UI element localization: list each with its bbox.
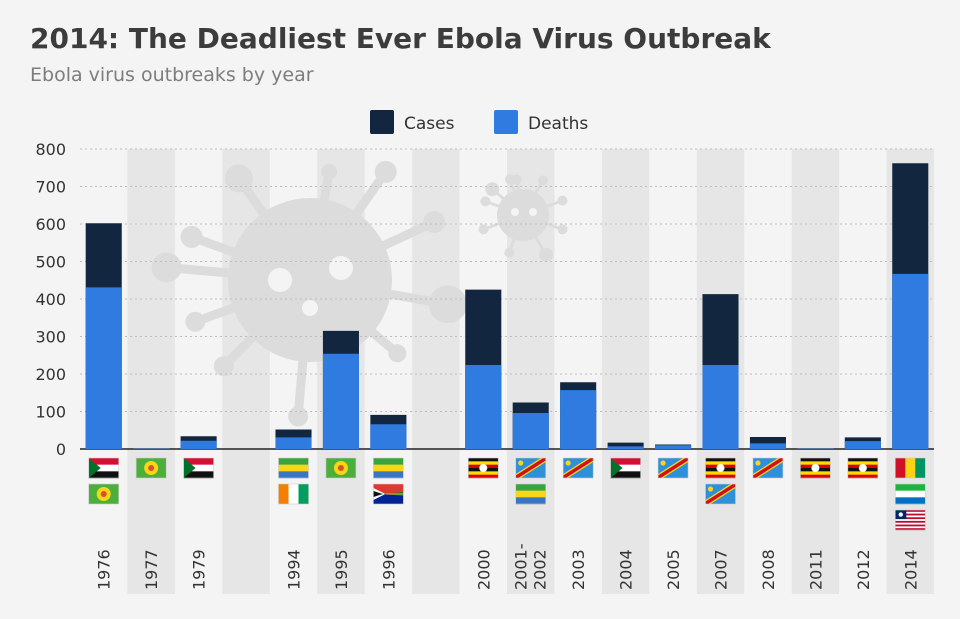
y-tick-label: 800 [35,140,66,159]
y-tick-label: 400 [35,290,66,309]
x-tick-label: 2012 [854,549,873,590]
flag-gabon-icon [515,483,547,505]
flag-liberia-icon [894,509,926,531]
bar-deaths-1995 [322,353,359,449]
y-tick-label: 500 [35,253,66,272]
flag-sudan-icon [610,457,641,479]
bar-deaths-1996 [370,424,407,449]
x-tick-label: 1979 [190,549,209,590]
bar-deaths-1976 [85,287,122,449]
legend-item-deaths[interactable]: Deaths [494,110,588,134]
x-tick-label: 2007 [712,549,731,590]
x-tick-label: 1977 [142,549,161,590]
flag-zaire-icon [88,483,120,505]
column-band [601,149,650,594]
flag-zaire-icon [135,457,167,479]
flag-south-africa-icon [373,483,404,505]
x-tick-label: 1994 [285,549,304,590]
bar-deaths-2014 [892,273,929,449]
flag-drc-icon [562,457,594,479]
legend-swatch [494,110,518,134]
y-tick-label: 300 [35,328,66,347]
flag-drc-icon [752,457,784,479]
legend-label: Deaths [528,114,588,134]
flag-sierra-leone-icon [894,483,926,505]
flag-zaire-icon [325,457,357,479]
virus-illustration [151,160,568,427]
bar-deaths-2000 [465,365,502,449]
x-tick-label: 2000 [474,549,493,590]
x-tick-label: 2011 [806,549,825,590]
x-tick-label: 1976 [95,549,114,590]
bar-deaths-2005 [655,445,692,449]
flag-gabon-icon [373,457,404,479]
flag-uganda-icon [705,457,736,479]
flag-uganda-icon [800,457,831,479]
chart-title: 2014: The Deadliest Ever Ebola Virus Out… [30,22,771,55]
bar-deaths-2003 [560,390,597,449]
x-tick-label: 1996 [379,549,398,590]
flag-guinea-icon [894,457,926,479]
bar-cases-2011 [797,448,834,450]
bar-deaths-2008 [749,443,786,449]
bar-cases-1977 [133,448,170,450]
legend-item-cases[interactable]: Cases [370,110,455,134]
y-tick-label: 100 [35,403,66,422]
flag-cote-divoire-icon [278,483,309,505]
chart-subtitle: Ebola virus outbreaks by year [30,64,314,86]
bar-deaths-2012 [844,441,881,449]
y-tick-label: 600 [35,215,66,234]
bar-deaths-2004 [607,446,644,449]
y-tick-label: 700 [35,178,66,197]
legend-label: Cases [404,114,455,134]
flag-drc-icon [515,457,547,479]
column-band [127,149,175,594]
bar-deaths-2001-2002 [512,413,549,449]
x-tick-label: 2004 [617,549,636,590]
x-tick-label: 2003 [569,549,588,590]
bar-deaths-2007 [702,365,739,449]
flag-sudan-icon [183,457,214,479]
flag-drc-icon [657,457,689,479]
legend-swatch [370,110,394,134]
flag-uganda-icon [847,457,879,479]
y-tick-label: 200 [35,365,66,384]
flag-sudan-icon [88,457,120,479]
bar-cases-2004 [607,442,644,449]
bar-deaths-1994 [275,437,312,449]
x-tick-label: 2008 [759,549,778,590]
flag-uganda-icon [467,457,499,479]
x-tick-label: 2001-2002 [512,544,550,591]
x-tick-label: 2005 [664,549,683,590]
x-tick-label: 2014 [901,549,920,590]
bar-deaths-1979 [180,440,217,449]
flag-drc-icon [705,483,736,505]
x-tick-label: 1995 [332,549,351,590]
flag-gabon-icon [278,457,309,479]
column-band [791,149,840,594]
y-tick-label: 0 [56,440,66,459]
